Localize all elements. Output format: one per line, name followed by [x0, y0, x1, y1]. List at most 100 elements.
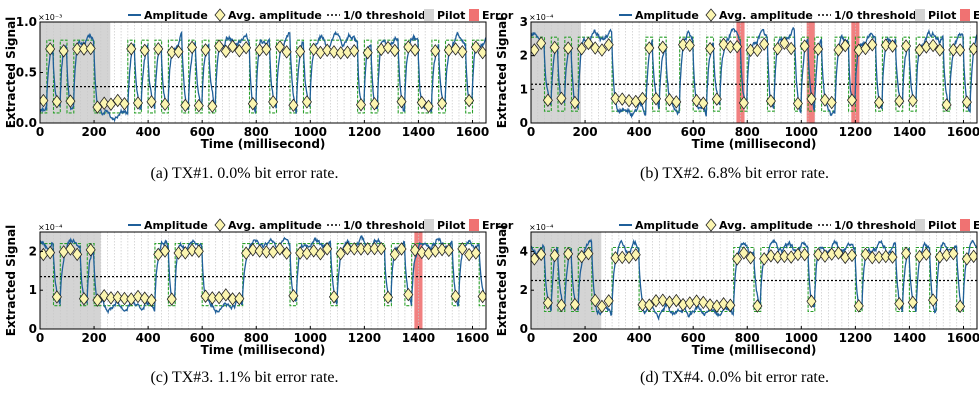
avg-amplitude-marker: [792, 96, 803, 111]
legend-pilot-label: Pilot: [928, 9, 956, 22]
avg-amplitude-marker: [907, 93, 918, 108]
legend: Amplitude Avg. amplitude 1/0 threshold Pilo…: [619, 218, 979, 232]
avg-amplitude-marker: [853, 299, 864, 313]
y-tick-label: 2: [520, 49, 528, 63]
x-tick-label: 600: [681, 331, 706, 345]
caption-b: (b) TX#2. 6.8% bit error rate.: [640, 165, 829, 182]
bit-sequence: [531, 246, 977, 313]
avg-amplitude-marker: [569, 95, 580, 110]
x-tick-label: 1200: [839, 125, 872, 139]
bit-sequence: [531, 36, 977, 112]
legend-amplitude-label: Amplitude: [635, 219, 699, 232]
y-exponent: ×10⁻³: [38, 13, 62, 22]
avg-amplitude-marker: [220, 44, 231, 59]
legend-error-swatch: [960, 219, 970, 231]
y-tick-label: 4: [520, 244, 528, 258]
avg-amplitude-marker: [200, 43, 211, 57]
avg-amplitude-marker: [410, 43, 421, 57]
legend-threshold-label: 1/0 threshold: [834, 219, 917, 232]
avg-amplitude-marker: [705, 298, 716, 312]
plot-frame: [530, 21, 978, 124]
avg-amplitude-marker: [671, 293, 682, 308]
avg-amplitude-marker: [644, 298, 655, 312]
avg-amplitude-marker: [894, 296, 905, 311]
legend-error-swatch: [469, 9, 479, 21]
avg-amplitude-marker: [617, 92, 628, 106]
avg-amplitude-marker: [403, 287, 414, 302]
avg-amplitude-marker: [772, 42, 783, 56]
avg-amplitude-marker: [590, 41, 601, 55]
avg-amplitude-marker: [200, 289, 211, 303]
avg-amplitude-marker: [254, 244, 265, 258]
avg-amplitude-marker: [678, 37, 689, 52]
x-tick-label: 1000: [294, 125, 327, 139]
avg-amplitude-marker: [437, 96, 448, 111]
avg-amplitude-marker: [99, 96, 110, 110]
y-axis-label: Extracted Signal: [495, 225, 509, 337]
avg-amplitude-marker: [241, 40, 252, 55]
avg-amplitude-marker: [45, 42, 56, 56]
avg-amplitude-marker: [732, 252, 743, 266]
x-tick-label: 1600: [456, 331, 489, 345]
avg-amplitude-marker: [342, 241, 353, 256]
plot-area-c: [40, 232, 486, 329]
avg-amplitude-marker: [617, 250, 628, 265]
x-tick-label: 1400: [893, 125, 926, 139]
avg-amplitude-marker: [961, 95, 972, 109]
avg-amplitude-marker: [227, 39, 238, 54]
avg-amplitude-marker: [590, 293, 601, 308]
y-axis-label: Extracted Signal: [4, 17, 18, 129]
x-tick-label: 1600: [456, 125, 489, 139]
y-exponent: ×10⁻⁴: [529, 13, 553, 22]
avg-amplitude-marker: [813, 42, 824, 56]
avg-amplitude-marker: [166, 292, 177, 306]
avg-amplitude-marker: [281, 246, 292, 260]
avg-amplitude-marker: [880, 38, 891, 52]
avg-amplitude-marker: [745, 43, 756, 58]
avg-amplitude-marker: [725, 40, 736, 54]
avg-amplitude-marker: [51, 94, 62, 109]
avg-amplitude-marker: [383, 290, 394, 305]
avg-amplitude-marker: [45, 245, 56, 260]
x-tick-label: 200: [573, 331, 598, 345]
avg-amplitude-marker: [85, 41, 96, 56]
avg-amplitude-marker: [470, 40, 481, 54]
x-tick-label: 800: [244, 125, 269, 139]
avg-amplitude-marker: [576, 42, 587, 56]
avg-amplitude-marker: [119, 291, 130, 306]
avg-amplitude-marker: [328, 290, 339, 304]
avg-amplitude-marker: [928, 293, 939, 307]
avg-amplitude-marker: [437, 242, 448, 257]
legend-avg-label: Avg. amplitude: [228, 9, 322, 22]
avg-amplitude-marker: [907, 295, 918, 310]
caption-a: (a) TX#1. 0.0% bit error rate.: [150, 165, 339, 182]
avg-amplitude-marker: [691, 93, 702, 108]
avg-amplitude-marker: [153, 42, 164, 56]
avg-amplitude-marker: [315, 247, 326, 261]
avg-amplitude-marker: [376, 241, 387, 256]
avg-amplitude-marker: [416, 95, 427, 110]
legend-avg-swatch: [214, 8, 226, 22]
x-tick-label: 400: [627, 125, 652, 139]
avg-amplitude-marker: [72, 247, 83, 262]
x-tick-label: 1400: [893, 331, 926, 345]
x-tick-label: 1000: [785, 125, 818, 139]
avg-amplitude-marker: [684, 38, 695, 53]
avg-amplitude-marker: [389, 247, 400, 262]
avg-amplitude-marker: [644, 41, 655, 55]
avg-amplitude-marker: [623, 93, 634, 108]
avg-amplitude-marker: [369, 241, 380, 256]
avg-amplitude-marker: [410, 243, 421, 257]
x-tick-label: 200: [82, 125, 107, 139]
avg-amplitude-marker: [132, 289, 143, 304]
legend-threshold-label: 1/0 threshold: [834, 9, 917, 22]
avg-amplitude-marker: [536, 36, 547, 51]
amplitude-line: [531, 26, 977, 119]
avg-amplitude-marker: [112, 290, 123, 305]
avg-amplitude-marker: [119, 96, 130, 111]
panel-c: 0 200 400 600 800 1000 1200 1400 1600 0 1 2 ×10⁻⁴ Tim…: [4, 218, 514, 357]
avg-amplitude-marker: [738, 246, 749, 260]
avg-amplitude-marker: [867, 38, 878, 52]
avg-amplitude-marker: [112, 93, 123, 108]
avg-amplitude-marker: [901, 246, 912, 261]
